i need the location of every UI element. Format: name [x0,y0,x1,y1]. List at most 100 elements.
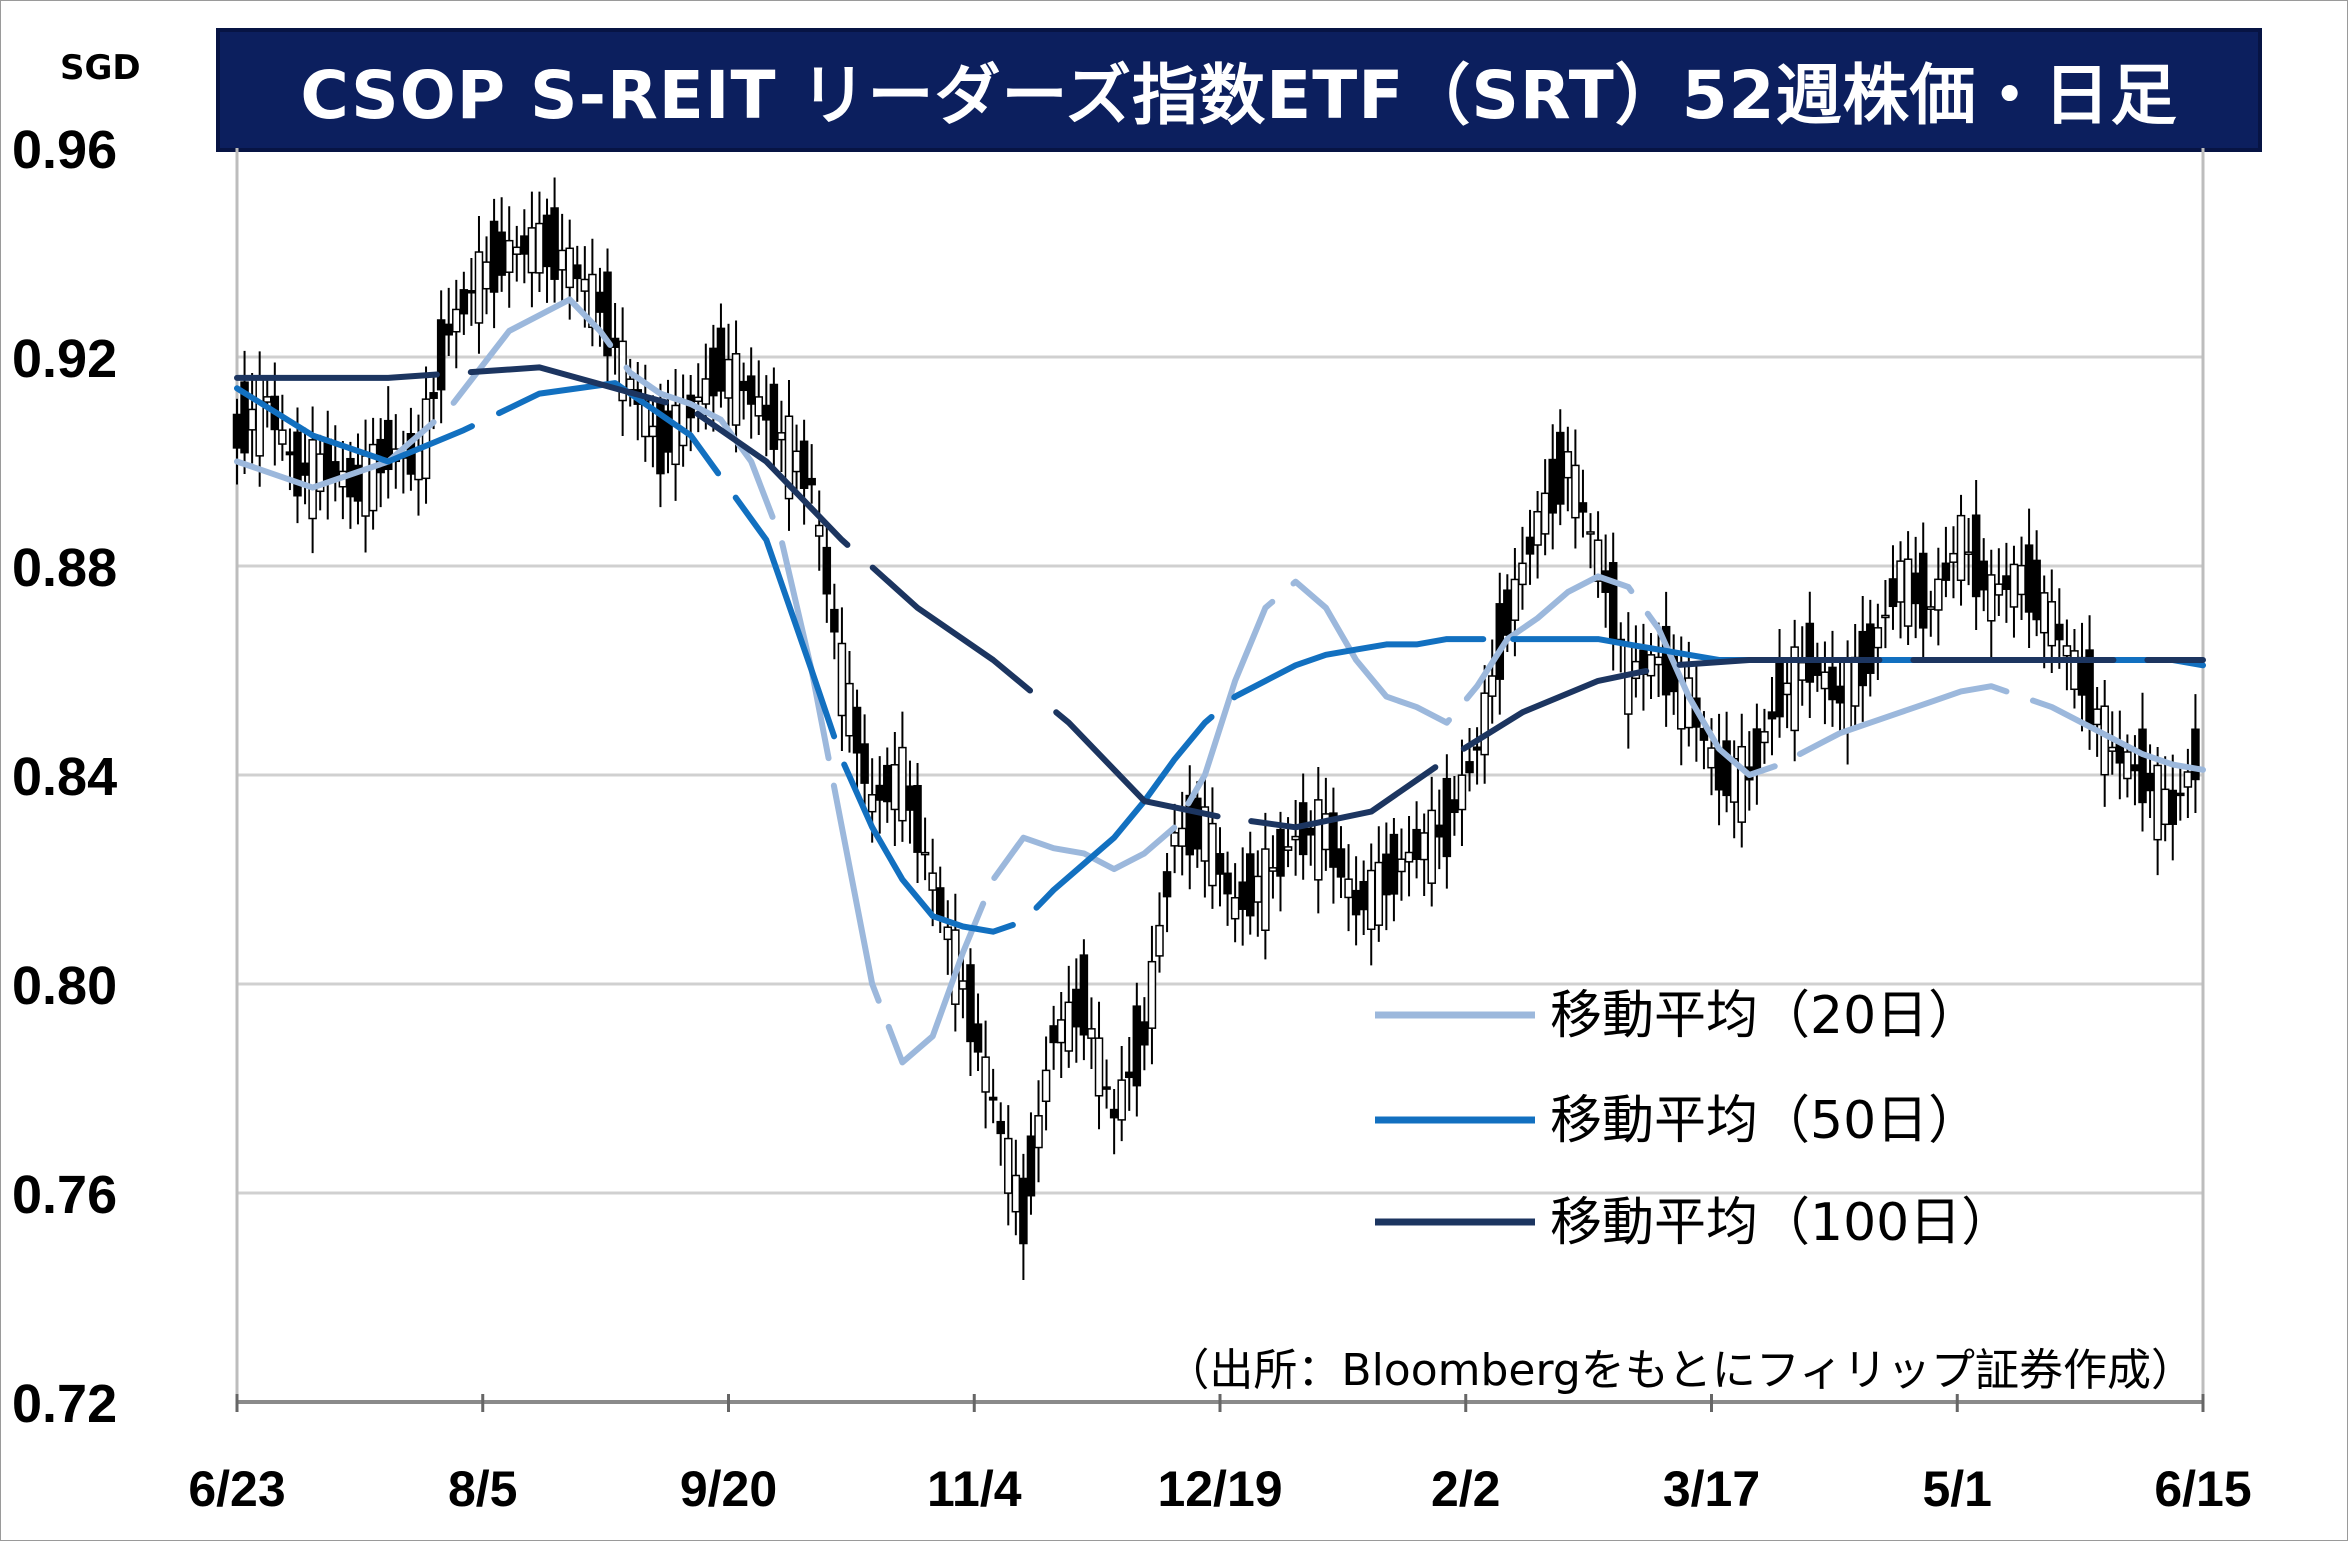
candle-body [739,380,748,392]
candle-body [2153,764,2162,841]
y-tick-label: 0.88 [12,538,117,598]
candle-body [1245,853,1255,917]
candle-body [1238,881,1247,910]
candle-body [905,785,915,811]
x-tick-label: 12/19 [1157,1461,1282,1517]
candle-body [678,401,688,447]
candle-body [1548,458,1557,514]
candle-body [2009,563,2019,608]
y-tick-label: 0.72 [12,1374,117,1434]
candle-body [1828,666,1837,701]
candle-body [1306,827,1315,836]
x-tick-label: 3/17 [1663,1461,1760,1517]
candle-body [2032,559,2041,621]
candle-body [830,608,839,633]
candle-body [527,227,537,274]
candle-body [777,432,786,441]
candle-body [1155,924,1164,957]
candle-body [232,413,242,449]
candle-body [262,396,272,403]
candle-body [2077,656,2087,696]
candle-body [1578,502,1588,513]
candle-body [482,261,491,290]
candle-body [308,439,317,520]
candle-body [1132,1005,1142,1087]
candle-body [1472,746,1482,751]
candle-body [1593,539,1603,582]
candle-body [542,214,552,268]
candle-body [792,450,801,473]
candle-body [814,524,824,537]
candle-body [421,398,431,480]
candle-body [1888,578,1898,608]
candle-body [1805,622,1815,683]
candle-body [1782,682,1792,696]
candle-body [988,1096,998,1101]
candle-body [1480,692,1489,756]
candle-body [1147,960,1157,1029]
candle-body [1049,1025,1058,1044]
candle-body [550,207,559,280]
candle-body [845,682,854,737]
candle-body [603,271,612,357]
candle-body [2039,592,2049,634]
candle-body [1971,514,1981,598]
candle-body [1442,777,1452,858]
candle-body [1903,558,1913,627]
candle-body [943,926,953,941]
x-tick-label: 2/2 [1431,1461,1501,1517]
candle-body [1291,835,1300,841]
candle-body [1011,1174,1021,1213]
candle-body [1790,646,1799,732]
candle-body [966,964,975,1043]
candle-body [2002,575,2011,590]
candle-body [1873,627,1883,649]
candle-body [890,764,900,811]
candle-body [2047,601,2057,647]
candle-body [1389,833,1399,895]
candle-body [1714,749,1724,791]
candle-body [300,462,310,476]
candle-body [724,358,733,399]
candle-body [1979,560,1988,591]
candle-body [1079,954,1089,1036]
candle-body [1193,797,1202,850]
candle-body [331,461,340,479]
candle-body [1336,848,1346,878]
candle-body [1268,867,1278,872]
y-tick-label: 0.96 [12,120,117,180]
candle-body [935,887,945,917]
candle-body [1850,656,1860,707]
candle-body [1215,853,1225,875]
candle-body [1026,1135,1036,1197]
y-tick-label: 0.92 [12,329,117,389]
candle-body [996,1120,1005,1135]
candle-body [2062,645,2072,657]
candle-body [1314,799,1323,881]
candle-body [1072,988,1081,1028]
candle-body [565,247,574,289]
candle-body [762,404,771,421]
candle-body [1366,869,1376,931]
candle-body [1465,761,1474,774]
candle-body [1835,685,1845,704]
candle-body [1525,536,1535,555]
source-note: （出所：Bloombergをもとにフィリップ証券作成） [1165,1345,2195,1396]
candle-body [709,347,718,397]
candle-body [368,443,378,512]
candle-body [444,323,453,336]
candle-body [2130,764,2140,772]
x-tick-label: 6/15 [2154,1461,2251,1517]
candle-body [1752,728,1762,772]
candle-body [1435,824,1444,838]
candle-body [1253,875,1263,903]
candle-body [860,743,869,784]
candle-body [2160,788,2170,826]
candle-body [1117,1079,1126,1121]
candle-body [1540,492,1550,535]
candle-body [1140,1021,1149,1046]
candle-body [799,440,809,489]
ma-line-20 [234,296,2206,1066]
candle-body [1087,1028,1096,1039]
